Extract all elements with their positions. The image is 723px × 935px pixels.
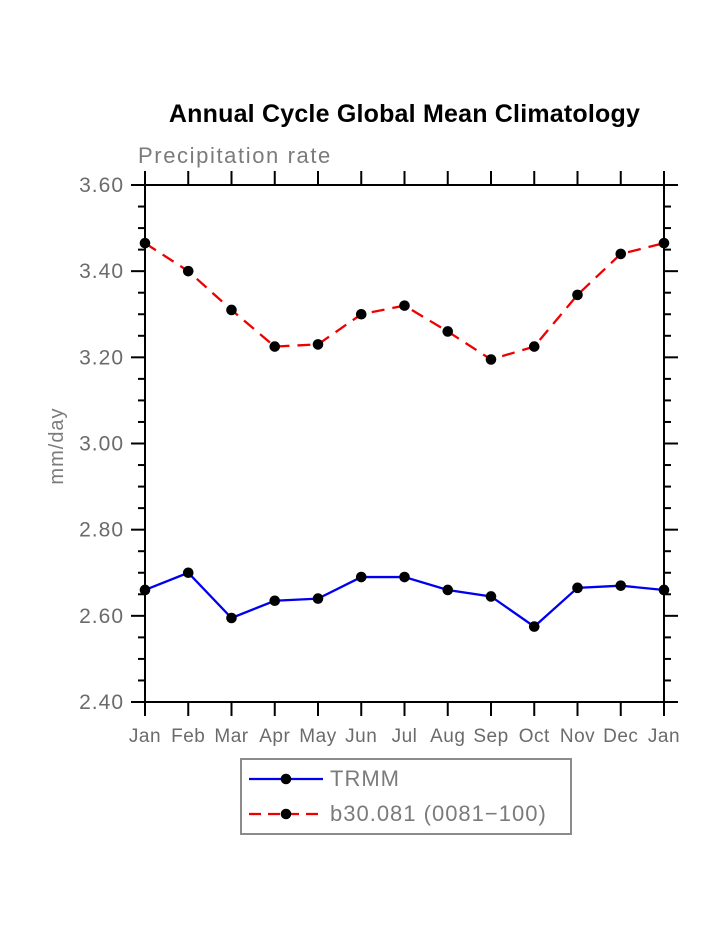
data-point-1-Apr (269, 341, 281, 352)
data-point-1-Sep (485, 354, 497, 365)
x-tick-label: Sep (473, 726, 508, 747)
x-tick-label: Jan (129, 726, 161, 747)
data-point-0-Dec (615, 580, 627, 591)
x-tick-label: Jan (648, 726, 680, 747)
data-point-0-Jan (139, 584, 151, 596)
x-tick-label: Aug (430, 726, 465, 747)
data-point-0-May (312, 593, 324, 604)
legend-item-b30081: b30.081 (0081−100) (246, 798, 570, 830)
legend: TRMM b30.081 (0081−100) (240, 758, 572, 835)
x-tick-label: Apr (259, 726, 290, 747)
legend-label-b30081: b30.081 (0081−100) (330, 801, 547, 826)
data-point-0-Nov (572, 582, 583, 594)
data-point-1-Jan (658, 237, 670, 249)
data-point-1-Nov (572, 289, 583, 301)
y-tick-label: 3.40 (79, 260, 124, 283)
data-point-1-Dec (615, 248, 627, 260)
x-tick-label: Dec (603, 726, 638, 747)
legend-line-sample-trmm (249, 773, 323, 785)
data-point-0-Jul (399, 571, 410, 583)
x-tick-label: Jun (345, 726, 377, 747)
chart-svg: 2.40 2.60 2.80 3.00 3.20 3.40 3.60 Jan Feb Mar Ap… (79, 171, 680, 747)
y-tick-label: 2.60 (79, 605, 124, 628)
legend-item-trmm: TRMM (246, 763, 570, 795)
x-tick-label: Mar (214, 726, 248, 747)
x-tick-label: Feb (171, 726, 205, 747)
data-point-1-Aug (442, 326, 454, 337)
legend-line-sample-b30081 (249, 808, 323, 820)
data-point-1-Feb (182, 265, 194, 277)
y-tick-label: 3.60 (79, 174, 124, 197)
plot-frame (144, 184, 665, 703)
data-point-1-Jun (355, 308, 367, 320)
y-tick-label: 2.80 (79, 519, 124, 542)
plot-border (144, 184, 665, 703)
data-point-1-May (312, 339, 324, 350)
x-tick-label: Oct (519, 726, 550, 747)
data-point-0-Feb (182, 567, 194, 579)
data-point-0-Mar (226, 612, 237, 624)
x-tick-label: Nov (560, 726, 595, 747)
data-point-0-Sep (485, 591, 497, 602)
y-axis-ticks (131, 184, 678, 703)
data-point-0-Oct (528, 621, 540, 632)
data-point-0-Jan (658, 584, 670, 596)
data-point-1-Jul (399, 300, 410, 311)
series-markers (139, 237, 670, 632)
y-tick-label: 3.20 (79, 346, 124, 369)
x-tick-label: Jul (392, 726, 418, 747)
y-tick-label: 2.40 (79, 691, 124, 714)
data-point-0-Apr (269, 595, 281, 607)
data-point-0-Jun (355, 571, 367, 583)
data-point-0-Aug (442, 584, 454, 596)
axis-left-title: Precipitation rate (138, 143, 332, 168)
chart-title: Annual Cycle Global Mean Climatology (168, 100, 641, 128)
x-tick-label: May (299, 726, 336, 747)
x-axis-labels: Jan Feb Mar Apr May Jun Jul Aug Sep Oct Nov Dec Jan (129, 726, 680, 747)
data-point-1-Mar (226, 304, 237, 316)
y-tick-label: 3.00 (79, 433, 124, 456)
x-axis-ticks (144, 171, 665, 716)
data-point-1-Jan (139, 237, 151, 249)
data-point-1-Oct (528, 341, 540, 352)
legend-label-trmm: TRMM (330, 766, 400, 791)
y-axis-labels: 2.40 2.60 2.80 3.00 3.20 3.40 3.60 (79, 174, 124, 714)
